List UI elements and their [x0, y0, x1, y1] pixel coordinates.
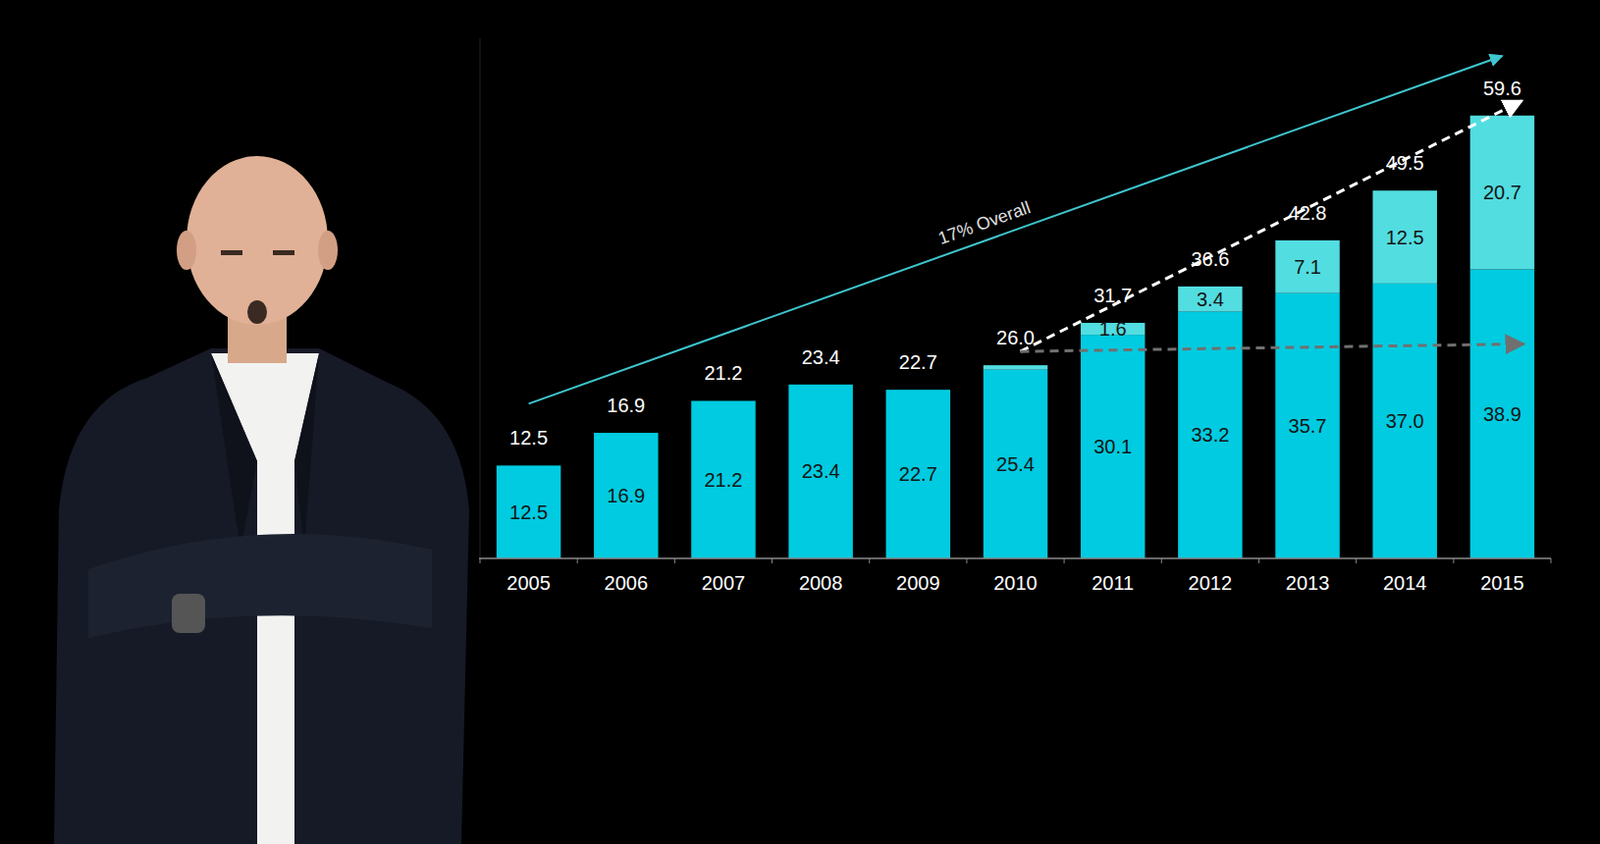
- x-tick-label: 2006: [604, 572, 649, 594]
- labels: 12.5 16.9 21.2 23.4 22.7 25.4 30.1 33.2 35.7 37.0…: [509, 77, 1522, 524]
- data-label: 7.1: [1293, 256, 1322, 278]
- total-label: 21.2: [703, 362, 743, 384]
- bar-segment: [983, 370, 1048, 559]
- data-label: 12.5: [509, 501, 548, 524]
- bar-segment: [1470, 268, 1535, 559]
- x-tick-label: 2011: [1091, 572, 1134, 594]
- bar-segment: [691, 400, 755, 559]
- bars: [496, 115, 1535, 559]
- x-tick: [1064, 558, 1066, 564]
- x-tick-label: 2005: [506, 572, 551, 594]
- total-label: 42.8: [1288, 202, 1328, 224]
- x-tick: [1161, 558, 1163, 564]
- person-illustration: [53, 156, 470, 844]
- x-tick: [1550, 558, 1552, 564]
- bar-segment: [1080, 334, 1145, 559]
- bar-segment: [1275, 293, 1339, 559]
- bar-segment: [593, 432, 658, 559]
- total-label: 31.7: [1093, 284, 1132, 307]
- data-label: 20.7: [1483, 181, 1522, 204]
- annotation: 17% Overall: [935, 197, 1033, 249]
- trend-arrow: [529, 55, 1503, 404]
- bar-segment: [886, 389, 951, 559]
- bar-segment: [983, 365, 1048, 371]
- data-label: 12.5: [1386, 226, 1425, 249]
- x-tick: [1355, 558, 1357, 564]
- data-label: 33.2: [1190, 424, 1229, 446]
- x-tick-label: 2009: [896, 572, 941, 594]
- total-label: 26.0: [996, 326, 1035, 349]
- data-label: 25.4: [996, 453, 1035, 476]
- bar-segment: [1470, 115, 1535, 270]
- x-tick: [771, 558, 773, 564]
- x-tick-label: 2013: [1285, 572, 1331, 594]
- x-tick: [965, 558, 967, 564]
- x-tick: [480, 558, 481, 564]
- data-label: 38.9: [1483, 403, 1522, 426]
- background: [0, 0, 1600, 844]
- bar-segment: [1372, 190, 1437, 284]
- watch: [171, 593, 206, 634]
- x-tick: [1258, 558, 1260, 564]
- dashed-arrow-total: [1020, 101, 1523, 352]
- total-label: 16.9: [606, 394, 645, 417]
- goatee: [247, 300, 267, 324]
- bar-segment: [1372, 283, 1437, 559]
- data-label: 16.9: [606, 484, 645, 507]
- data-label: 3.4: [1196, 288, 1225, 311]
- x-tick-label: 2008: [799, 572, 844, 594]
- data-label: 37.0: [1386, 410, 1425, 432]
- ear: [176, 230, 197, 270]
- x-axis-line: [479, 557, 1551, 560]
- bar-segment: [496, 465, 561, 559]
- jacket: [53, 348, 470, 844]
- dashed-arrow-base: [1020, 343, 1525, 352]
- x-tick-label: 2012: [1188, 572, 1233, 594]
- bar-segment: [1177, 286, 1242, 313]
- x-tick: [577, 558, 579, 564]
- total-label: 12.5: [509, 426, 548, 449]
- head: [186, 156, 328, 325]
- eye: [220, 250, 243, 256]
- data-label: 30.1: [1093, 435, 1132, 458]
- eye: [272, 250, 295, 256]
- total-label: 23.4: [801, 346, 841, 369]
- x-tick: [1452, 558, 1454, 564]
- total-label: 49.5: [1386, 152, 1425, 174]
- x-tick-label: 2015: [1480, 572, 1525, 594]
- lapels: [211, 353, 320, 550]
- x-tick: [674, 558, 676, 564]
- chart-root: 12.5 16.9 21.2 23.4 22.7 25.4 30.1 33.2 35.7 37.0…: [0, 0, 1600, 844]
- data-label: 35.7: [1288, 415, 1328, 437]
- x-tick: [868, 558, 870, 564]
- ear: [318, 230, 338, 270]
- total-label: 22.7: [899, 351, 938, 374]
- bar-segment: [788, 384, 853, 559]
- data-label: 21.2: [703, 469, 743, 491]
- x-tick-label: 2014: [1383, 572, 1428, 594]
- total-label: 59.6: [1483, 77, 1522, 100]
- x-tick-label: 2010: [993, 572, 1038, 594]
- crossed-arms: [88, 533, 432, 639]
- x-tick-label: 2007: [701, 572, 747, 594]
- y-axis-line: [480, 38, 481, 559]
- data-label: 23.4: [801, 460, 841, 482]
- data-label: 1.6: [1099, 318, 1127, 340]
- data-label: 22.7: [899, 463, 938, 485]
- bar-segment: [1275, 240, 1339, 294]
